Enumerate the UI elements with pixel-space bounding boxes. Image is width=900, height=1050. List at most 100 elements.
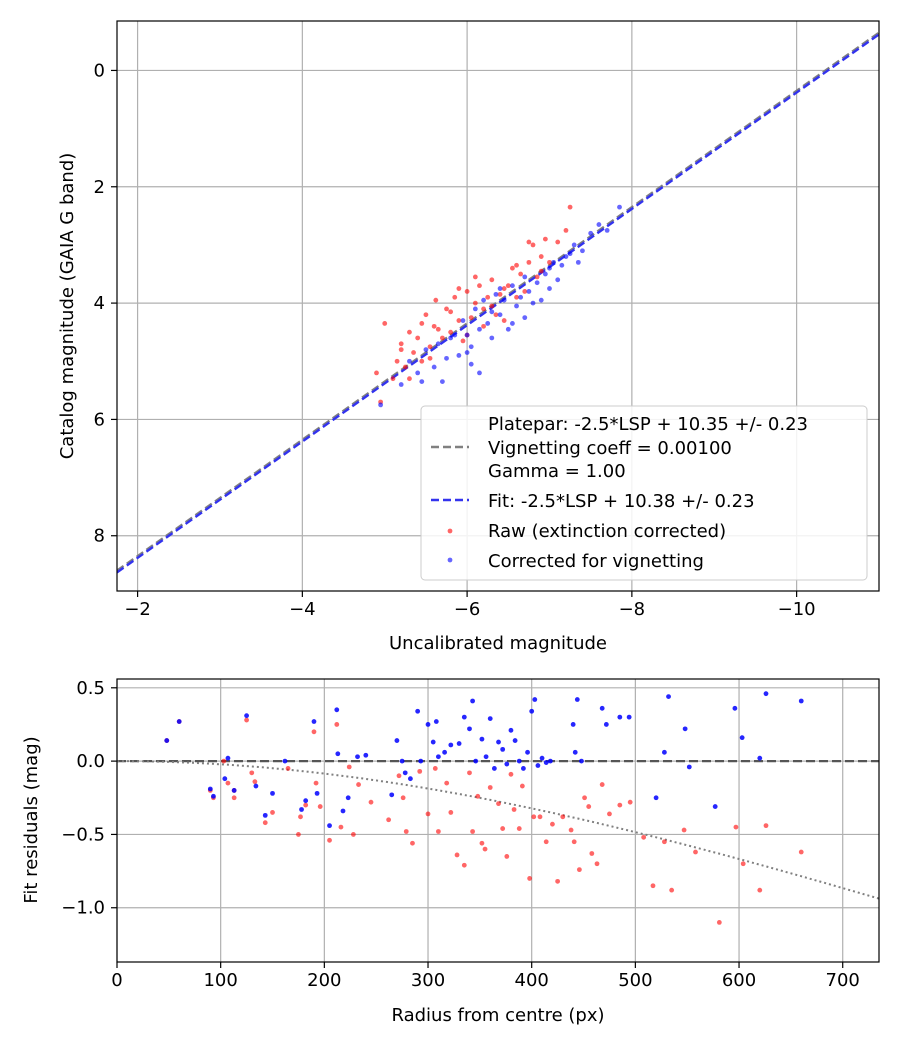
raw-residual-point <box>350 832 356 837</box>
corrected-residual-point <box>211 793 216 799</box>
raw-residual-point <box>396 773 402 779</box>
raw-point <box>460 338 466 344</box>
corrected-residual-point <box>603 722 609 727</box>
raw-residual-point <box>221 758 227 764</box>
raw-point <box>563 227 569 233</box>
corrected-residual-point <box>176 719 182 724</box>
top-y-tick-label: 2 <box>94 177 105 198</box>
raw-point <box>456 286 462 291</box>
raw-residual-point <box>589 851 595 856</box>
raw-residual-point <box>571 839 577 845</box>
raw-point <box>390 376 396 382</box>
raw-point <box>382 321 388 326</box>
raw-residual-point <box>432 766 438 771</box>
corrected-point <box>575 259 581 265</box>
raw-point <box>472 300 478 306</box>
corrected-point <box>435 341 441 347</box>
corrected-point <box>452 332 458 338</box>
corrected-residual-point <box>442 749 448 755</box>
corrected-point <box>542 271 548 277</box>
corrected-residual-point <box>225 755 231 761</box>
legend-gamma: Gamma = 1.00 <box>488 461 626 482</box>
corrected-residual-point <box>504 761 510 767</box>
raw-point <box>522 289 528 294</box>
corrected-point <box>485 321 491 326</box>
raw-residual-point <box>368 799 374 805</box>
top-plot-frame <box>116 20 880 592</box>
raw-point <box>374 370 379 376</box>
corrected-residual-point <box>407 776 413 782</box>
raw-residual-point <box>693 849 698 855</box>
corrected-residual-point <box>599 705 605 711</box>
corrected-residual-point <box>763 691 769 697</box>
raw-residual-point <box>303 802 309 808</box>
raw-residual-point <box>487 785 493 790</box>
corrected-point <box>378 402 384 408</box>
corrected-residual-point <box>535 763 541 768</box>
raw-residual-point <box>470 829 475 834</box>
corrected-point <box>559 262 565 268</box>
raw-point <box>398 347 404 353</box>
bottom-reference-lines <box>117 760 880 900</box>
raw-point <box>452 294 458 300</box>
raw-point <box>415 335 421 341</box>
raw-residual-point <box>516 826 522 831</box>
corrected-residual-point <box>574 697 580 702</box>
raw-residual-point <box>311 729 317 735</box>
raw-point <box>526 239 532 245</box>
corrected-point <box>571 242 577 248</box>
corrected-residual-point <box>666 694 671 699</box>
corrected-residual-point <box>430 739 436 745</box>
corrected-residual-point <box>483 754 489 760</box>
raw-point <box>497 291 503 297</box>
corrected-residual-point <box>433 719 439 724</box>
raw-residual-point <box>650 883 656 889</box>
raw-residual-point <box>435 829 441 834</box>
corrected-point <box>522 315 528 321</box>
raw-point <box>534 274 540 280</box>
corrected-point <box>407 358 412 364</box>
corrected-residual-point <box>311 719 317 724</box>
corrected-residual-point <box>270 790 275 796</box>
raw-residual-point <box>500 826 506 831</box>
corrected-point <box>505 326 511 332</box>
raw-residual-point <box>403 829 409 834</box>
corrected-point <box>464 350 470 355</box>
raw-point <box>402 364 408 370</box>
corrected-point <box>567 251 573 257</box>
corrected-point <box>538 297 544 303</box>
raw-residual-point <box>461 862 467 868</box>
corrected-point <box>580 248 585 254</box>
legend-platepar: Platepar: -2.5*LSP + 10.35 +/- 0.23 <box>488 414 808 435</box>
corrected-residual-point <box>479 736 485 742</box>
raw-point <box>518 271 524 277</box>
corrected-residual-point <box>516 758 522 764</box>
raw-residual-point <box>448 810 454 815</box>
corrected-residual-point <box>355 754 360 760</box>
corrected-point <box>547 265 552 271</box>
raw-residual-point <box>400 795 406 801</box>
raw-residual-point <box>338 824 344 830</box>
corrected-residual-point <box>207 786 213 792</box>
raw-point <box>448 309 454 315</box>
raw-point <box>419 358 425 364</box>
corrected-point <box>464 332 470 338</box>
corrected-point <box>481 297 486 303</box>
corrected-residual-point <box>500 746 506 752</box>
corrected-point <box>497 286 503 291</box>
raw-residual-point <box>599 782 605 787</box>
top-y-tick-label: 4 <box>94 293 105 314</box>
corrected-residual-point <box>425 722 431 727</box>
corrected-residual-point <box>543 760 549 765</box>
legend-raw: Raw (extinction corrected) <box>488 521 726 542</box>
raw-point <box>448 329 454 335</box>
bottom-x-tick-label: 100 <box>203 970 237 991</box>
raw-residual-point <box>527 876 533 881</box>
corrected-residual-point <box>399 758 405 764</box>
bottom-y-tick-label: −0.5 <box>61 824 105 845</box>
corrected-residual-point <box>435 754 441 760</box>
raw-point <box>489 277 495 283</box>
corrected-point <box>460 318 466 323</box>
bottom-y-axis-label: Fit residuals (mag) <box>21 736 42 903</box>
corrected-residual-point <box>521 766 526 771</box>
